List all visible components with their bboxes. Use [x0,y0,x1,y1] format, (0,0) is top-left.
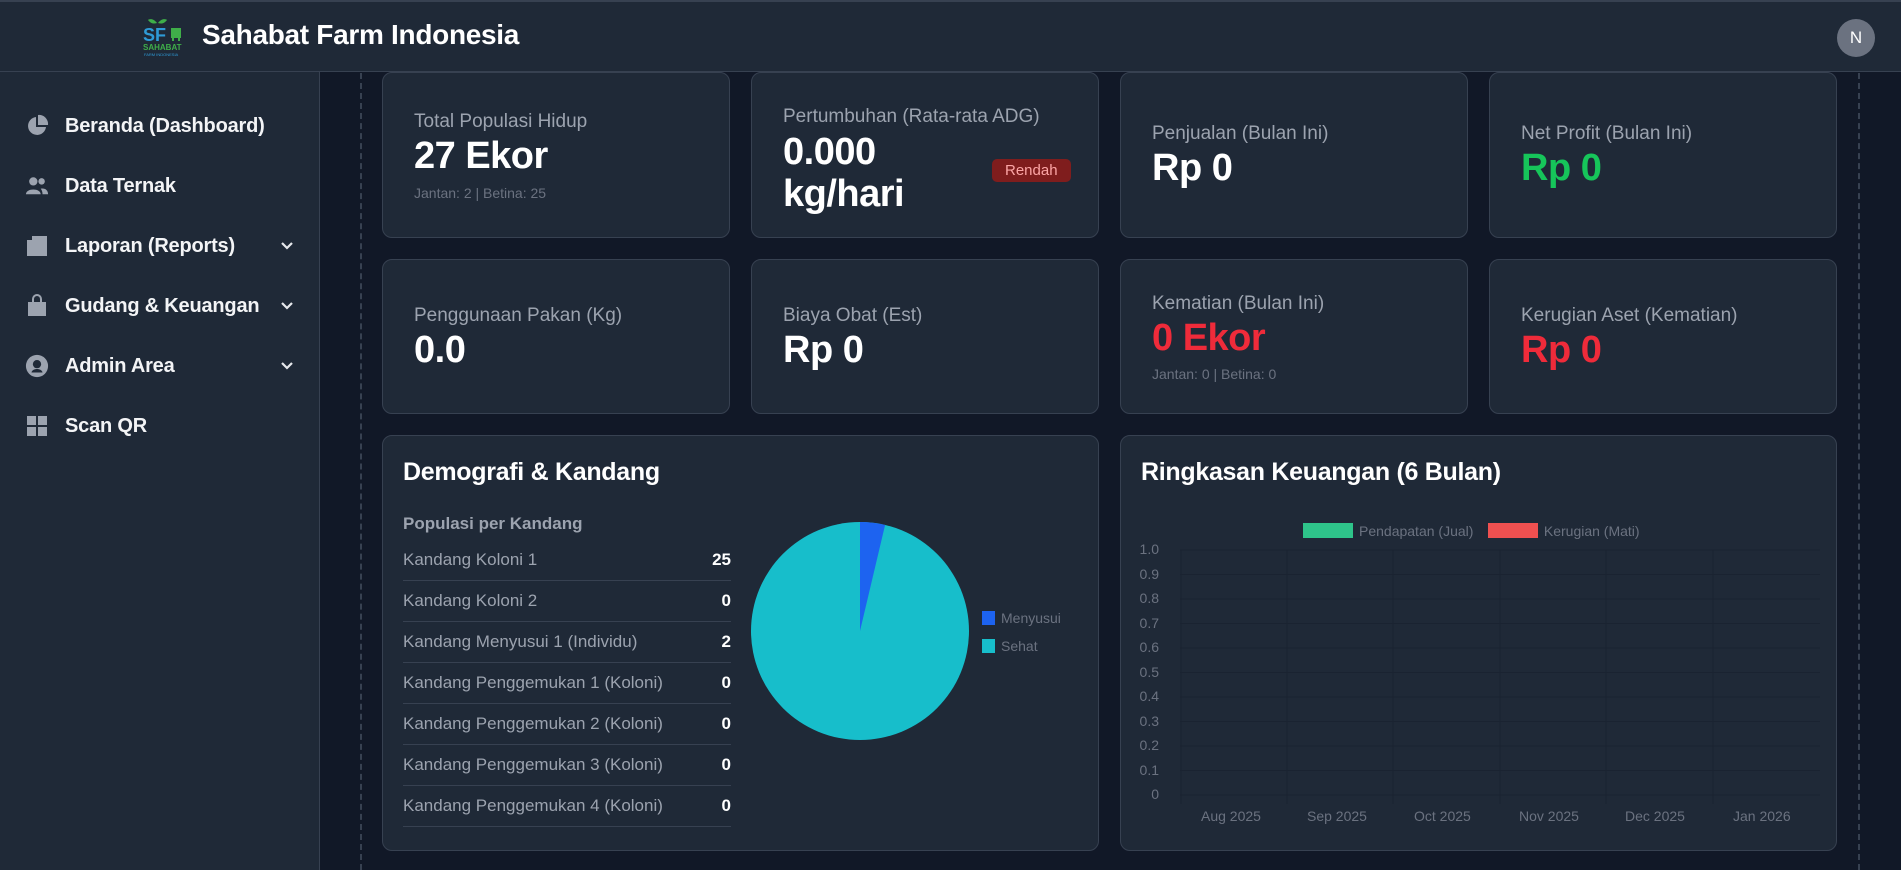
panel-title: Ringkasan Keuangan (6 Bulan) [1141,458,1501,486]
stat-label: Pertumbuhan (Rata-rata ADG) [783,106,1040,127]
users-icon [25,174,49,198]
list-item: Kandang Penggemukan 4 (Koloni) 0 [403,786,731,827]
sidebar-item-label: Beranda (Dashboard) [65,114,265,137]
stat-value: Rp 0 [1521,147,1602,189]
legend-item-kerugian[interactable]: Kerugian (Mati) [1487,522,1640,539]
chevron-down-icon[interactable] [278,297,296,315]
user-avatar[interactable]: N [1837,19,1875,57]
top-bar: SF SAHABAT FARM INDONESIA Sahabat Farm I… [0,0,1901,72]
keuangan-panel: Ringkasan Keuangan (6 Bulan) Pendapatan … [1120,435,1837,851]
sidebar-item-label: Laporan (Reports) [65,234,235,257]
stat-value: Rp 0 [1521,329,1602,371]
sidebar-item-gudang-keuangan[interactable]: Gudang & Keuangan [0,284,319,328]
stat-card-pakan: Penggunaan Pakan (Kg) 0.0 [382,259,730,414]
sidebar-item-laporan[interactable]: Laporan (Reports) [0,224,319,268]
shopping-bag-icon [25,294,49,318]
stat-value: Rp 0 [783,329,864,371]
list-item: Kandang Menyusui 1 (Individu) 2 [403,622,731,663]
stat-card-total-populasi: Total Populasi Hidup 27 Ekor Jantan: 2 |… [382,72,730,238]
stat-value: 0 Ekor [1152,317,1266,359]
content-divider [360,73,362,870]
stat-label: Kematian (Bulan Ini) [1152,293,1325,314]
list-item: Kandang Penggemukan 2 (Koloni) 0 [403,704,731,745]
chart-legend: Pendapatan (Jual) Kerugian (Mati) [1303,522,1640,540]
sidebar-item-scan-qr[interactable]: Scan QR [0,404,319,448]
stat-label: Total Populasi Hidup [414,111,588,132]
stat-card-kematian: Kematian (Bulan Ini) 0 Ekor Jantan: 0 | … [1120,259,1468,414]
keuangan-bar-chart[interactable] [1180,549,1820,819]
status-badge: Rendah [992,159,1071,182]
stat-value: 0.000 kg/hari [783,131,905,215]
demografi-pie-chart[interactable] [750,521,972,743]
sidebar-item-data-ternak[interactable]: Data Ternak [0,164,319,208]
sidebar-item-label: Gudang & Keuangan [65,294,260,317]
chevron-down-icon[interactable] [278,357,296,375]
stat-value: Rp 0 [1152,147,1233,189]
content-divider [1858,73,1860,870]
stat-sub: Jantan: 0 | Betina: 0 [1152,366,1277,382]
legend-item-pendapatan[interactable]: Pendapatan (Jual) [1303,522,1473,539]
stat-sub: Jantan: 2 | Betina: 25 [414,185,547,201]
legend-item-menyusui[interactable]: Menyusui [982,609,1061,637]
sidebar-item-label: Scan QR [65,414,147,437]
svg-text:SF: SF [143,25,166,45]
logo[interactable]: SF SAHABAT FARM INDONESIA [143,16,187,58]
app-title: Sahabat Farm Indonesia [202,19,520,50]
sidebar-item-label: Data Ternak [65,174,176,197]
list-item: Kandang Koloni 1 25 [403,540,731,581]
sidebar-item-label: Admin Area [65,354,175,377]
stat-value: 27 Ekor [414,135,548,177]
grid-icon [25,414,49,438]
panel-title: Demografi & Kandang [403,458,660,486]
sidebar: Beranda (Dashboard) Data Ternak Laporan … [0,72,320,870]
list-item: Kandang Penggemukan 3 (Koloni) 0 [403,745,731,786]
stat-label: Kerugian Aset (Kematian) [1521,305,1738,326]
stat-label: Biaya Obat (Est) [783,305,923,326]
sidebar-item-dashboard[interactable]: Beranda (Dashboard) [0,104,319,148]
chevron-down-icon[interactable] [278,237,296,255]
pie-slice-menyusui [860,521,886,631]
leaf-goat-logo-icon: SF SAHABAT FARM INDONESIA [143,19,182,57]
svg-text:FARM INDONESIA: FARM INDONESIA [144,52,179,57]
stat-label: Net Profit (Bulan Ini) [1521,123,1693,144]
list-item: Kandang Penggemukan 1 (Koloni) 0 [403,663,731,704]
sidebar-item-admin-area[interactable]: Admin Area [0,344,319,388]
stat-label: Penjualan (Bulan Ini) [1152,123,1329,144]
svg-text:SAHABAT: SAHABAT [143,43,182,52]
section-subtitle: Populasi per Kandang [403,514,583,533]
documents-icon [25,234,49,258]
user-circle-icon [25,354,49,378]
stat-card-kerugian-aset: Kerugian Aset (Kematian) Rp 0 [1489,259,1837,414]
stat-card-net-profit: Net Profit (Bulan Ini) Rp 0 [1489,72,1837,238]
stat-card-penjualan: Penjualan (Bulan Ini) Rp 0 [1120,72,1468,238]
stat-label: Penggunaan Pakan (Kg) [414,305,623,326]
stat-card-pertumbuhan: Pertumbuhan (Rata-rata ADG) 0.000 kg/har… [751,72,1099,238]
stat-value: 0.0 [414,329,466,371]
stat-card-biaya-obat: Biaya Obat (Est) Rp 0 [751,259,1099,414]
legend-item-sehat[interactable]: Sehat [982,637,1061,665]
demografi-panel: Demografi & Kandang Populasi per Kandang… [382,435,1099,851]
pie-chart-icon [25,114,49,138]
pie-legend: Menyusui Sehat [982,609,1061,665]
